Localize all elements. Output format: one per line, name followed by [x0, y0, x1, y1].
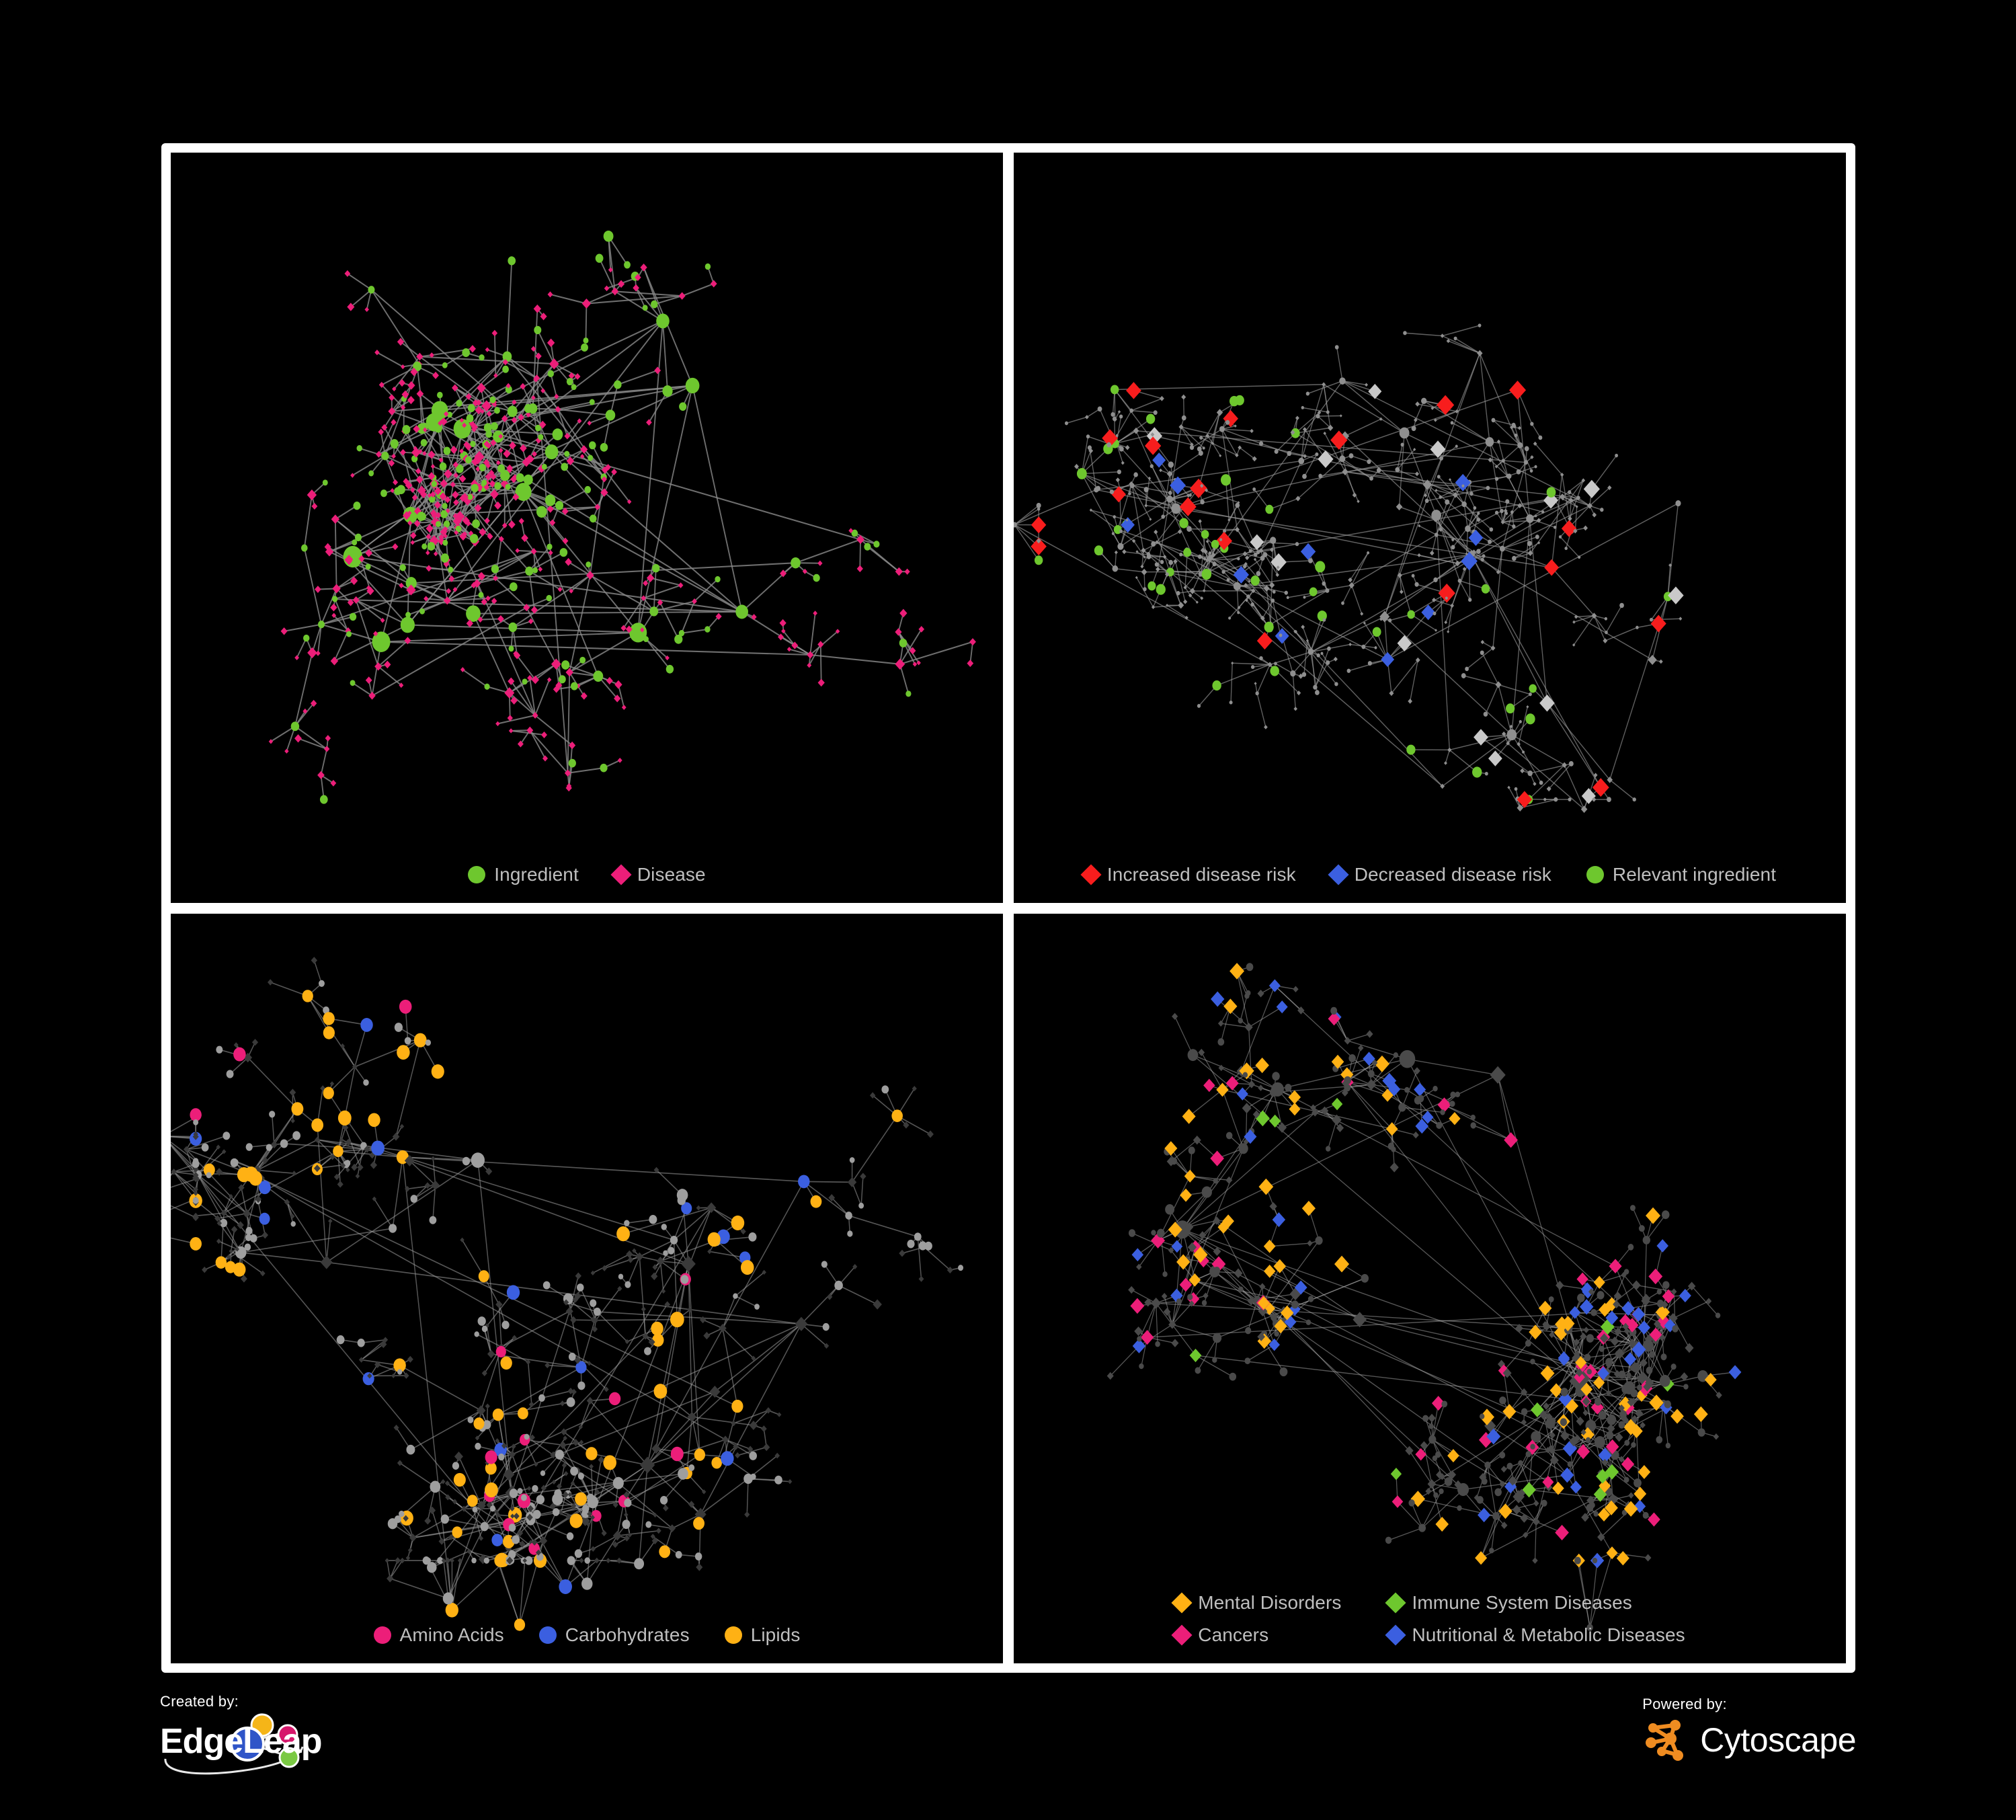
panel-ingredient-disease[interactable]: Ingredient Disease [171, 153, 1003, 903]
network-canvas-ingredient-class[interactable] [171, 914, 1003, 1664]
network-canvas-ingredient-disease[interactable] [171, 153, 1003, 903]
figure-panel-grid: Ingredient Disease Increased disease risk… [161, 143, 1855, 1673]
network-canvas-disease-class[interactable] [1014, 914, 1846, 1664]
network-canvas-disease-risk[interactable] [1014, 153, 1846, 903]
edgeleap-wordmark: EdgeLeap [160, 1722, 322, 1761]
edgeleap-logo[interactable]: EdgeLeap [160, 1712, 335, 1776]
cytoscape-logo-icon [1646, 1720, 1684, 1761]
powered-by-block: Powered by: [1642, 1696, 1856, 1764]
created-by-label: Created by: [160, 1693, 239, 1710]
network-graph-ingredient-class [171, 956, 964, 1631]
panel-disease-risk[interactable]: Increased disease risk Decreased disease … [1014, 153, 1846, 903]
panel-ingredient-class[interactable]: Amino Acids Carbohydrates Lipids [171, 913, 1003, 1664]
network-graph-disease-risk [1014, 323, 1684, 814]
panel-disease-class[interactable]: Mental Disorders Immune System Diseases Ca… [1014, 913, 1846, 1664]
network-graph-ingredient-disease [268, 230, 976, 804]
created-by-block: Created by: EdgeLeap [160, 1693, 335, 1776]
powered-by-label: Powered by: [1642, 1696, 1727, 1712]
network-graph-disease-class [1106, 962, 1742, 1631]
figure-footer: Created by: EdgeLeap Powered by: [0, 1681, 2016, 1815]
cytoscape-wordmark: Cytoscape [1700, 1721, 1856, 1759]
edgeleap-logo-icon [164, 1713, 304, 1775]
